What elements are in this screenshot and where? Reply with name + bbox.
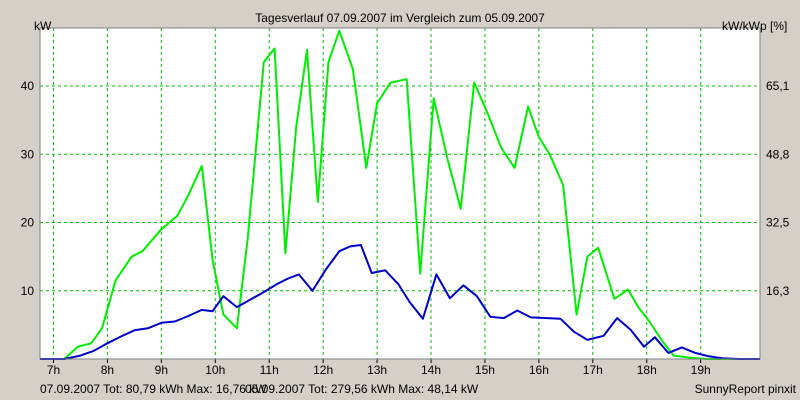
series-line-1 [40, 244, 760, 360]
footer-credit: SunnyReport pinxit [695, 382, 797, 396]
y-tick-labels-left: 10 20 30 40 [21, 79, 35, 298]
y-tick-label-left: 10 [21, 284, 35, 298]
legend-series-1: 07.09.2007 Tot: 80,79 kWh Max: 16,76 kW [40, 382, 267, 396]
x-tick-label: 15h [475, 363, 495, 377]
chart-title: Tagesverlauf 07.09.2007 im Vergleich zum… [255, 11, 545, 25]
x-tick-label: 19h [691, 363, 711, 377]
plot-border [39, 27, 761, 360]
x-tick-label: 17h [583, 363, 603, 377]
x-tick-label: 11h [260, 363, 279, 377]
series-group [40, 29, 760, 360]
x-tick-label: 12h [313, 363, 333, 377]
x-tick-labels: 7h 8h 9h 10h 11h 12h 13h 14h 15h 16h 17h 18h 19h [47, 363, 711, 377]
x-tick-label: 8h [101, 363, 114, 377]
x-tick-label: 16h [529, 363, 549, 377]
x-tick-label: 10h [205, 363, 225, 377]
y-tick-label-left: 40 [21, 79, 35, 93]
y-tick-label-right: 65,1 [766, 79, 790, 93]
y-tick-label-right: 48,8 [766, 147, 790, 161]
grid [40, 28, 760, 363]
y-tick-label-right: 32,5 [766, 216, 790, 230]
series-line-2 [40, 29, 760, 360]
x-tick-label: 18h [637, 363, 657, 377]
x-tick-label: 14h [421, 363, 441, 377]
y-tick-label-right: 16,3 [766, 284, 790, 298]
x-tick-label: 7h [47, 363, 60, 377]
y-tick-label-left: 20 [21, 216, 35, 230]
x-tick-label: 9h [155, 363, 168, 377]
y-axis-label-right: kW/kWp [%] [722, 19, 787, 33]
x-tick-label: 13h [367, 363, 387, 377]
y-tick-labels-right: 16,3 32,5 48,8 65,1 [766, 79, 790, 298]
y-tick-label-left: 30 [21, 147, 35, 161]
y-axis-label-left: kW [34, 19, 52, 33]
legend-series-2: 05.09.2007 Tot: 279,56 kWh Max: 48,14 kW [245, 382, 479, 396]
plot-area [40, 28, 760, 359]
